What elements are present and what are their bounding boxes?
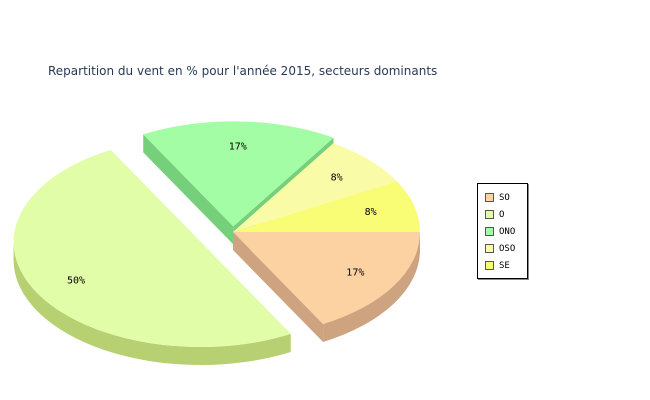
- pie-slice-oso: [233, 143, 397, 232]
- data-label-oso: 8%: [331, 172, 343, 183]
- legend-swatch-so: [485, 193, 494, 202]
- legend-label-ono: ONO: [499, 227, 516, 237]
- pie-slice-o: [13, 149, 291, 347]
- pie-slice-se: [233, 181, 420, 232]
- legend-label-oso: OSO: [499, 244, 516, 254]
- legend-swatch-ono: [485, 227, 494, 236]
- data-label-so: 17%: [346, 268, 364, 279]
- legend-label-so: SO: [499, 193, 510, 203]
- data-label-o: 50%: [67, 275, 85, 286]
- legend-label-o: O: [499, 210, 505, 220]
- legend-item-oso: OSO: [485, 243, 515, 255]
- legend-label-se: SE: [499, 261, 510, 271]
- pie-side-o: [13, 242, 291, 366]
- pie-slice-so: [233, 232, 420, 325]
- legend-swatch-o: [485, 210, 494, 219]
- legend-swatch-se: [485, 261, 494, 270]
- data-label-se: 8%: [365, 207, 377, 218]
- chart-title: Repartition du vent en % pour l'année 20…: [48, 64, 438, 78]
- legend-item-ono: ONO: [485, 226, 515, 238]
- pie-wall-ono-0: [143, 134, 234, 245]
- pie-slice-ono: [143, 121, 334, 227]
- legend-item-se: SE: [485, 260, 510, 272]
- data-label-ono: 17%: [229, 142, 247, 153]
- legend-swatch-oso: [485, 244, 494, 253]
- legend-item-o: O: [485, 209, 504, 221]
- pie-side-so: [323, 232, 420, 343]
- chart-legend: SO O ONO OSO SE: [477, 183, 528, 279]
- pie-wall-so-1: [233, 232, 324, 343]
- legend-item-so: SO: [485, 192, 510, 204]
